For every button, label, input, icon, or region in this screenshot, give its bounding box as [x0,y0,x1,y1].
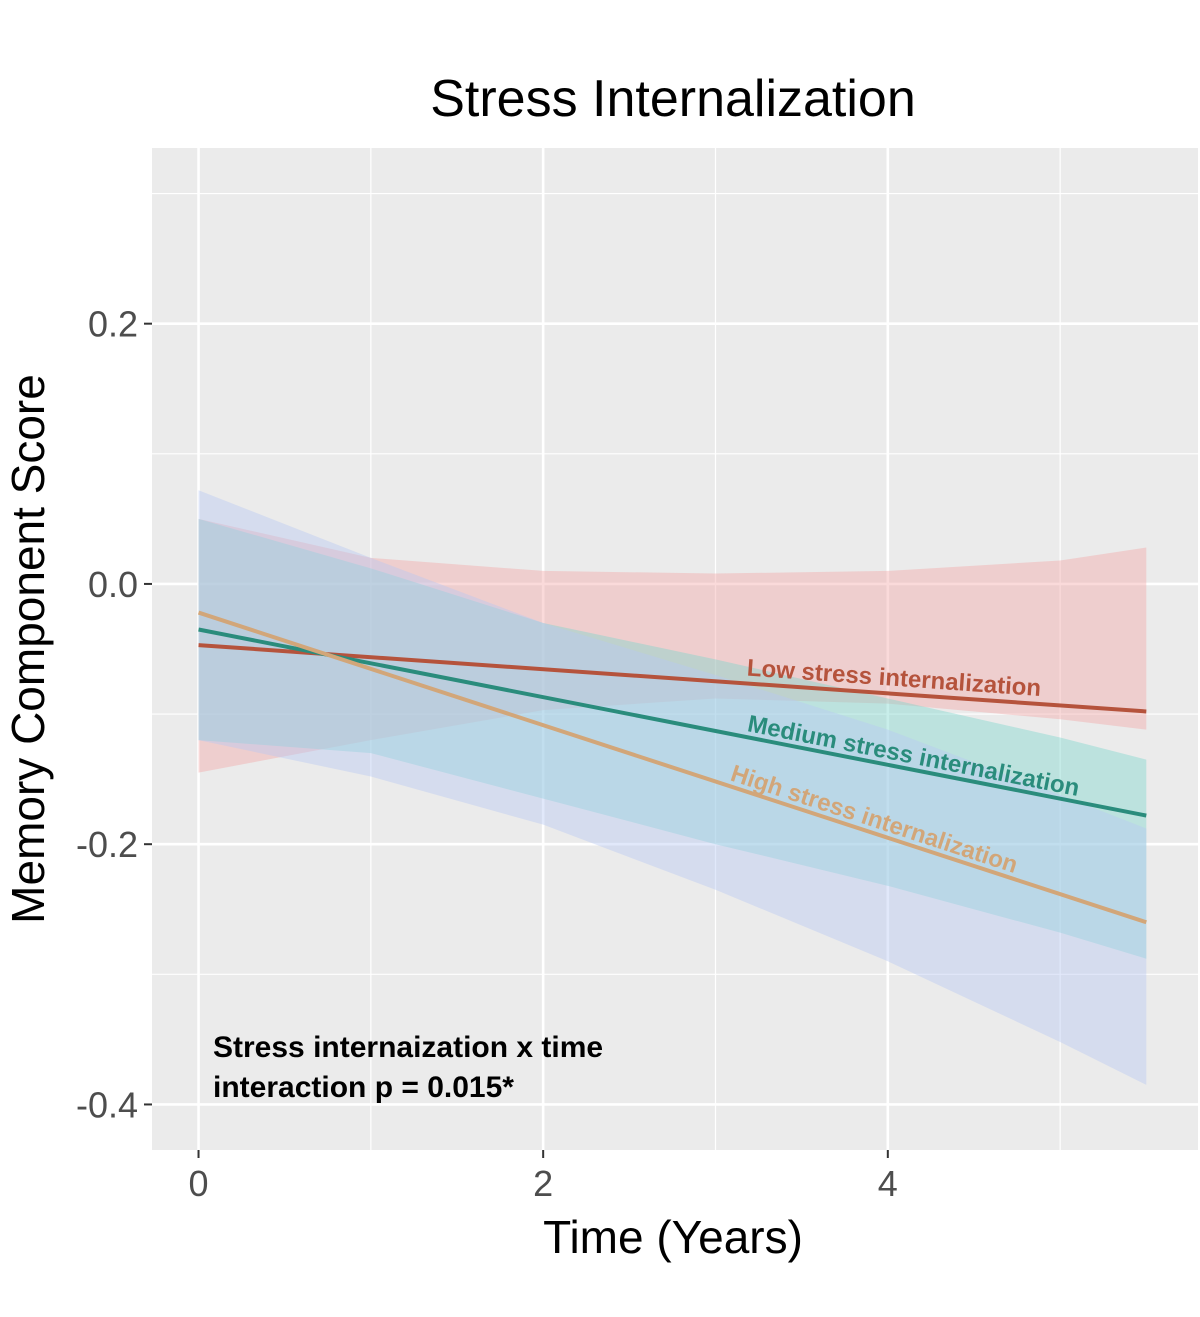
ci-band-high-stress-internalization [198,490,1147,1085]
y-tick-label: 0.0 [88,564,138,605]
annotation-line-1: Stress internaization x time [213,1031,603,1064]
series-line-medium-stress-internalization [198,627,1147,818]
interaction-annotation: Stress internaization x time interaction… [213,1031,603,1104]
plot-panel [152,148,1198,1150]
series-line-high-stress-internalization [197,610,1147,925]
y-tick-label: -0.2 [76,824,138,865]
ci-band-low-stress-internalization [198,518,1147,773]
x-axis-title: Time (Years) [543,1211,803,1263]
annotation-line-2: interaction p = 0.015* [213,1071,514,1104]
y-axis-title: Memory Component Score [2,374,54,924]
x-axis-ticks: 0 2 4 [189,1150,898,1204]
ci-band-medium-stress-internalization [198,518,1147,959]
chart-title: Stress Internalization [430,70,916,128]
confidence-bands [198,490,1147,1085]
minor-gridlines [152,148,1198,1150]
y-axis-ticks: -0.4 -0.2 0.0 0.2 [76,304,152,1125]
series-lines [197,610,1147,925]
series-line-low-stress-internalization [198,643,1147,714]
x-tick-label: 4 [878,1163,898,1204]
y-tick-label: -0.4 [76,1084,138,1125]
x-tick-label: 2 [533,1163,553,1204]
y-tick-label: 0.2 [88,304,138,345]
x-tick-label: 0 [189,1163,209,1204]
major-gridlines [152,148,1198,1150]
